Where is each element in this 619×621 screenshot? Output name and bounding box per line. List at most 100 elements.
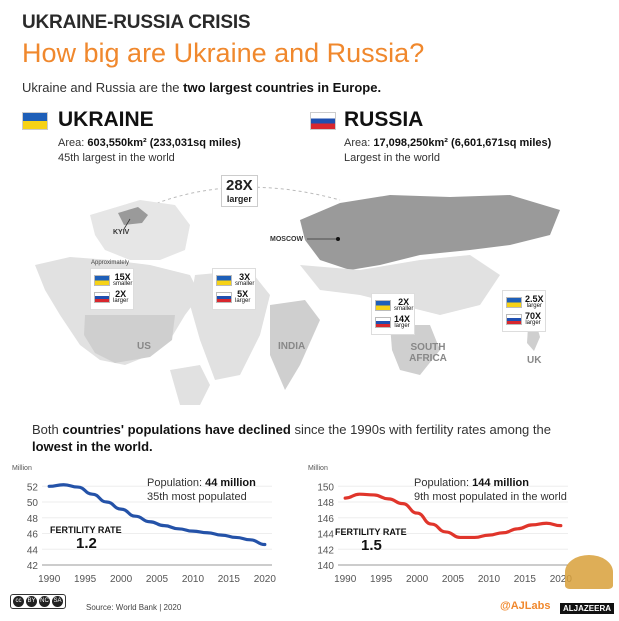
ukraine-flag-icon <box>216 275 232 286</box>
lede: Ukraine and Russia are the two largest c… <box>22 80 381 95</box>
aljazeera-logo-icon <box>565 555 613 589</box>
russia-x-tick-label: 2010 <box>478 574 501 585</box>
ukraine-y-tick-label: 42 <box>27 561 39 572</box>
ukraine-y-tick-label: 50 <box>27 498 39 509</box>
sa-ru-value: 14X <box>394 314 411 324</box>
russia-x-tick-label: 2000 <box>406 574 429 585</box>
india-ua-word: smaller <box>235 281 255 287</box>
russia-population-line <box>343 492 563 540</box>
intro-bold-2: lowest in the world. <box>32 439 153 454</box>
ukraine-pop-label: Population: <box>147 477 206 489</box>
source-note: Source: World Bank | 2020 <box>86 603 182 612</box>
us-ru-value: 2X <box>115 289 127 299</box>
ukraine-y-tick-label: 44 <box>27 545 39 556</box>
ukraine-name: UKRAINE <box>58 108 154 131</box>
russia-pop-rank: 9th most populated in the world <box>414 491 567 503</box>
cc-sa-icon: SA <box>52 596 63 607</box>
cc-nc-icon: NC <box>39 596 50 607</box>
ukraine-fertility: FERTILITY RATE 1.2 <box>50 525 122 552</box>
size-ratio-value: 28X <box>226 177 253 194</box>
russia-y-tick-label: 150 <box>317 482 334 493</box>
russia-chart-caption: Population: 144 million 9th most populat… <box>414 476 567 504</box>
asia-shape <box>300 255 500 315</box>
us-ua-word: smaller <box>113 281 133 287</box>
ukraine-flag-icon <box>22 112 48 130</box>
russia-x-tick-label: 1990 <box>334 574 357 585</box>
us-label: US <box>137 341 151 352</box>
russia-y-tick-label: 142 <box>317 545 334 556</box>
ukraine-x-tick-label: 2000 <box>110 574 133 585</box>
ukraine-x-tick-label: 1995 <box>74 574 97 585</box>
ukraine-x-tick-label: 2010 <box>182 574 205 585</box>
lede-text: Ukraine and Russia are the <box>22 80 184 95</box>
southern-africa-shape <box>390 325 440 375</box>
russia-flag-icon <box>310 112 336 130</box>
us-ru-word: larger <box>113 298 129 304</box>
sa-ua-word: smaller <box>394 306 414 312</box>
russia-x-tick-label: 2020 <box>550 574 573 585</box>
ukraine-y-tick-label: 52 <box>27 482 39 493</box>
india-shape <box>270 300 320 390</box>
uk-label: UK <box>527 355 542 366</box>
india-ru-value: 5X <box>237 289 249 299</box>
ukraine-area-value: 603,550km² (233,031sq miles) <box>87 137 241 149</box>
europe-shape <box>90 200 190 260</box>
russia-x-tick-label: 2005 <box>442 574 465 585</box>
kicker-title: UKRAINE-RUSSIA CRISIS <box>22 12 251 33</box>
size-ratio-word: larger <box>226 194 252 204</box>
russia-flag-icon <box>94 292 110 303</box>
ukraine-area: Area: 603,550km² (233,031sq miles) 45th … <box>58 136 241 166</box>
cc-by-icon: BY <box>26 596 37 607</box>
russia-y-tick-label: 148 <box>317 498 334 509</box>
moscow-label: MOSCOW <box>270 236 304 243</box>
population-intro: Both countries' populations have decline… <box>32 421 592 455</box>
ukraine-fertility-value: 1.2 <box>76 535 97 552</box>
uk-ua-value: 2.5X <box>525 294 544 304</box>
us-shape <box>84 315 175 363</box>
russia-fertility-value: 1.5 <box>361 537 382 554</box>
ukraine-chart-caption: Population: 44 million 35th most populat… <box>147 476 256 504</box>
russia-flag-icon <box>216 292 232 303</box>
russia-pop-label: Population: <box>414 477 473 489</box>
intro-pre: Both <box>32 422 63 437</box>
ukraine-x-tick-label: 2015 <box>218 574 241 585</box>
moscow-marker <box>336 237 340 241</box>
us-comparison-box: 15X smaller 2X larger <box>90 268 134 310</box>
cc-icon: cc <box>13 596 24 607</box>
russia-area-label: Area: <box>344 137 374 149</box>
south-america-shape <box>170 365 210 405</box>
russia-y-tick-label: 146 <box>317 514 334 525</box>
russia-flag-icon <box>375 317 391 328</box>
ukraine-area-label: Area: <box>58 137 88 149</box>
russia-fertility: FERTILITY RATE 1.5 <box>335 527 407 554</box>
ukraine-population-line <box>47 483 267 547</box>
india-label: INDIA <box>278 341 306 352</box>
ukraine-unit-label: Million <box>12 465 32 472</box>
ukraine-flag-icon <box>506 297 522 308</box>
russia-x-tick-label: 1995 <box>370 574 393 585</box>
russia-name: RUSSIA <box>344 108 424 131</box>
ukraine-y-tick-label: 46 <box>27 530 39 541</box>
ukraine-pop-rank: 35th most populated <box>147 491 247 503</box>
kyiv-pointer <box>123 218 131 230</box>
russia-area-value: 17,098,250km² (6,601,671sq miles) <box>373 137 552 149</box>
ajlabs-handle: @AJLabs <box>500 600 551 612</box>
ukraine-pop-value: 44 million <box>205 477 256 489</box>
ukraine-y-tick-label: 48 <box>27 514 39 525</box>
russia-population-chart: Million 140 142 144 146 148 150 1990 1995 2000 200… <box>308 465 573 585</box>
size-ratio-box: 28X larger <box>221 175 258 207</box>
south-africa-label: SOUTH AFRICA <box>409 342 447 364</box>
russia-y-tick-label: 144 <box>317 530 334 541</box>
south-africa-comparison-box: 2X smaller 14X larger <box>371 293 415 335</box>
ukraine-x-tick-label: 2020 <box>254 574 277 585</box>
russia-fertility-label: FERTILITY RATE <box>335 527 407 537</box>
uk-ua-word: larger <box>526 303 542 309</box>
lede-bold: two largest countries in Europe. <box>183 80 382 95</box>
headline: How big are Ukraine and Russia? <box>22 38 425 68</box>
ukraine-flag-icon <box>375 300 391 311</box>
ukraine-x-tick-label: 1990 <box>38 574 61 585</box>
uk-ru-value: 70X <box>525 311 542 321</box>
uk-ru-word: larger <box>525 320 541 326</box>
aljazeera-wordmark: ALJAZEERA <box>560 603 615 614</box>
sa-ru-word: larger <box>394 323 410 329</box>
